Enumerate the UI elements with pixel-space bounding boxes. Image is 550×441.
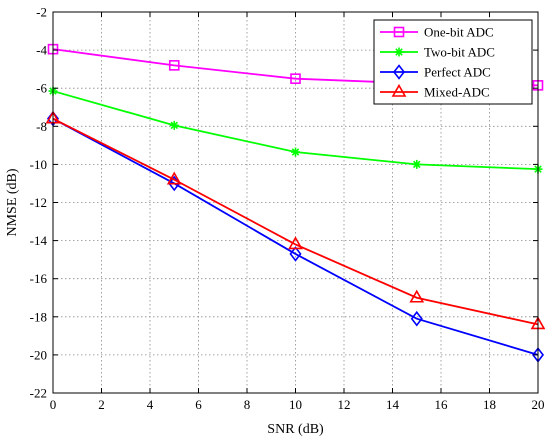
x-axis-label: SNR (dB) xyxy=(267,422,324,437)
axis-ticks: 0 2 4 6 8 10 12 14 16 18 20 -22 -20 -18 -16 -14 -12 -10 -8… xyxy=(30,5,545,413)
x-tick-label: 10 xyxy=(289,397,302,412)
x-tick-label: 4 xyxy=(147,397,154,412)
legend-label: Two-bit ADC xyxy=(424,45,495,60)
data-point-perfect-adc xyxy=(289,246,302,262)
legend-marker xyxy=(393,26,405,38)
y-tick-label: -6 xyxy=(36,81,47,96)
data-point-mixed-adc xyxy=(409,289,425,303)
legend-marker xyxy=(391,83,407,97)
x-tick-label: 0 xyxy=(50,397,57,412)
y-axis-label: NMSE (dB) xyxy=(5,168,20,236)
legend-label: Mixed-ADC xyxy=(424,85,490,100)
legend: One-bit ADC Two-bit ADC Perfect ADC Mixed-A… xyxy=(373,19,533,105)
x-tick-label: 14 xyxy=(386,397,400,412)
x-tick-label: 6 xyxy=(195,397,202,412)
data-point-perfect-adc xyxy=(410,310,423,327)
series-line-perfect-adc xyxy=(52,117,539,356)
x-tick-label: 8 xyxy=(244,397,251,412)
series-line-mixed-adc xyxy=(52,117,539,326)
data-point-one-bit-adc xyxy=(168,60,180,71)
y-tick-label: -14 xyxy=(30,233,48,248)
y-tick-label: -22 xyxy=(30,386,47,401)
x-tick-label: 12 xyxy=(338,397,351,412)
marker-stroke xyxy=(291,148,300,156)
x-tick-label: 2 xyxy=(98,397,105,412)
grid-lines xyxy=(53,12,538,393)
legend-label: Perfect ADC xyxy=(424,65,491,80)
marker-stroke xyxy=(395,48,403,56)
legend-entry-two-bit-adc: Two-bit ADC xyxy=(380,45,495,60)
y-tick-label: -4 xyxy=(36,43,47,58)
y-tick-label: -2 xyxy=(36,5,47,20)
legend-entry-mixed-adc: Mixed-ADC xyxy=(380,83,490,100)
data-point-mixed-adc xyxy=(166,171,182,185)
legend-box xyxy=(373,19,533,105)
legend-entry-one-bit-adc: One-bit ADC xyxy=(380,25,494,40)
y-tick-label: -12 xyxy=(30,195,47,210)
data-point-two-bit-adc xyxy=(412,159,422,169)
marker-stroke xyxy=(170,121,178,130)
legend-marker xyxy=(394,47,404,57)
y-tick-label: -18 xyxy=(30,309,47,324)
x-tick-label: 18 xyxy=(483,397,496,412)
legend-label: One-bit ADC xyxy=(424,25,494,40)
data-point-two-bit-adc xyxy=(291,147,300,157)
x-tick-label: 20 xyxy=(532,397,545,412)
data-point-one-bit-adc xyxy=(290,73,301,84)
y-tick-label: -8 xyxy=(36,119,47,134)
series-two-bit-adc xyxy=(48,86,543,174)
marker-stroke xyxy=(413,160,421,169)
x-tick-label: 16 xyxy=(435,397,449,412)
data-point-mixed-adc xyxy=(288,236,303,250)
y-tick-label: -20 xyxy=(30,347,47,362)
y-tick-label: -16 xyxy=(30,271,48,286)
legend-entry-perfect-adc: Perfect ADC xyxy=(380,64,491,80)
data-point-two-bit-adc xyxy=(169,120,179,130)
y-tick-label: -10 xyxy=(30,157,47,172)
legend-marker xyxy=(392,64,406,80)
